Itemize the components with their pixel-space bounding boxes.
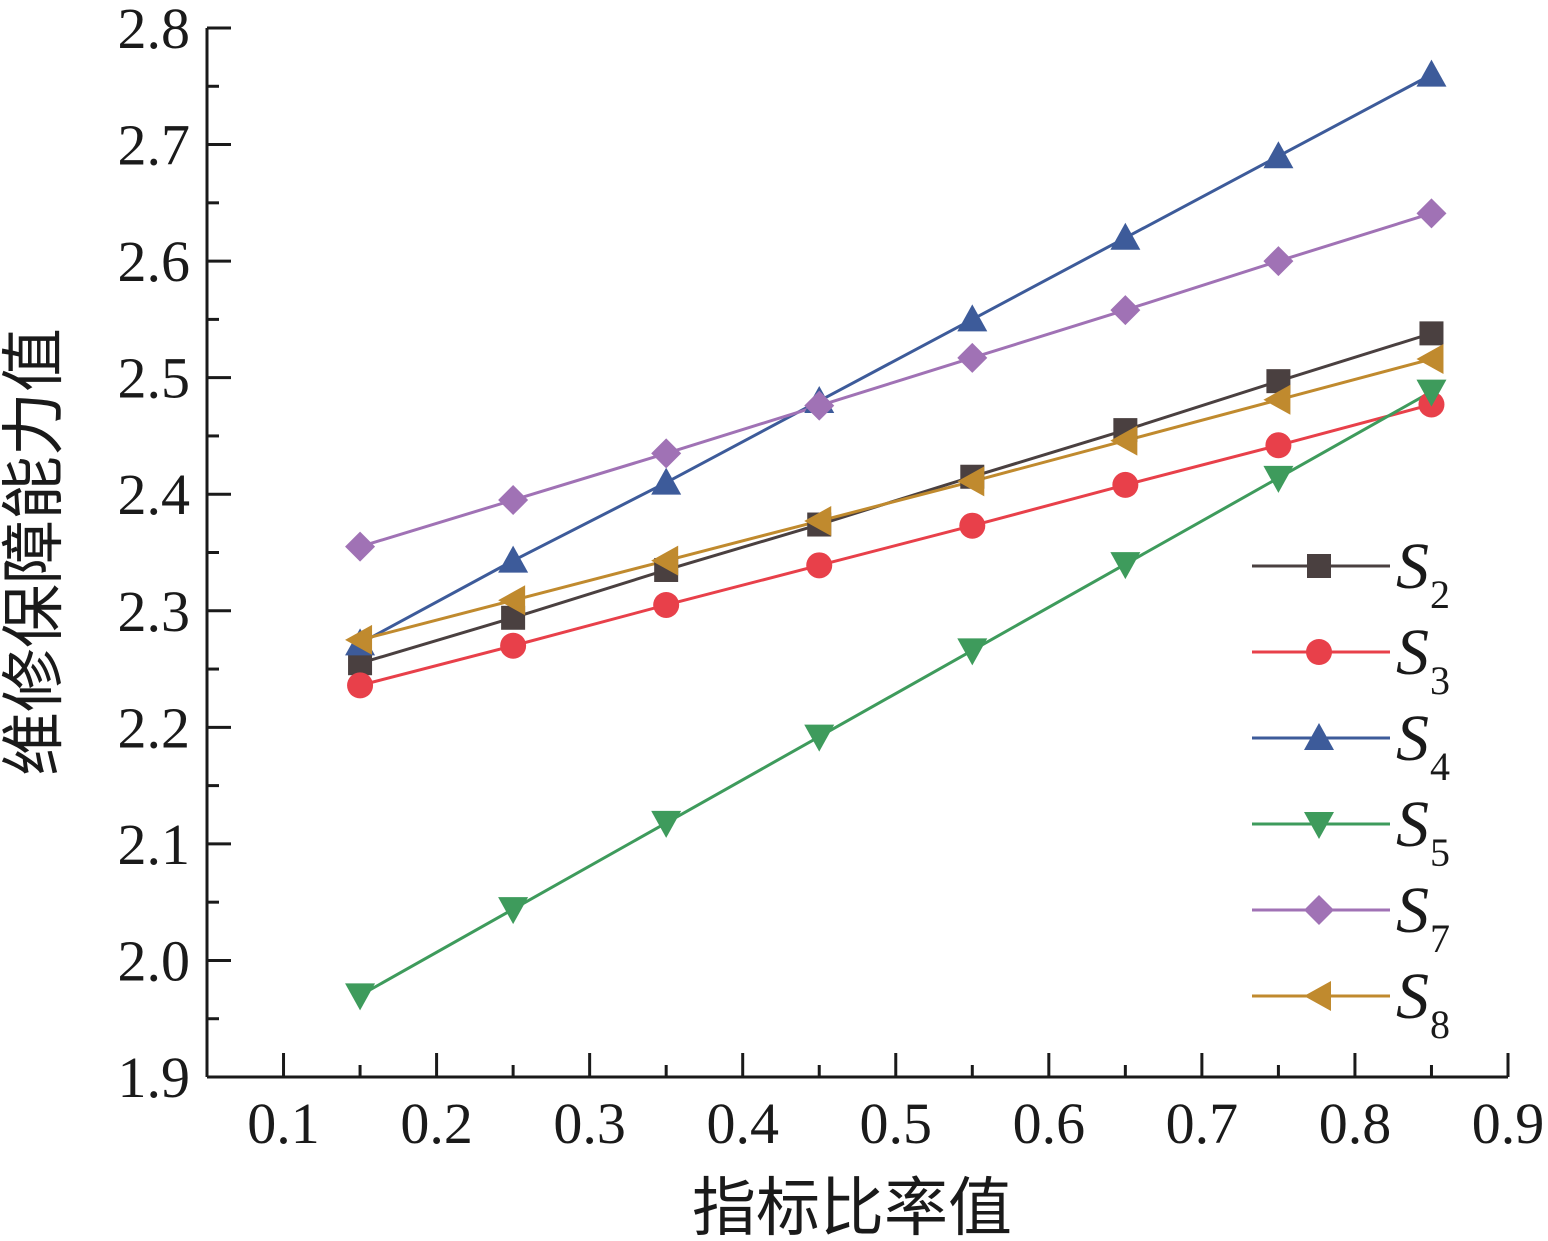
legend-marker-S2 (1307, 554, 1331, 578)
legend-subscript-S7: 7 (1430, 916, 1450, 961)
data-point-S4 (1263, 141, 1294, 169)
series-line-S3 (359, 403, 1432, 687)
data-point-S8 (498, 585, 526, 616)
data-point-S3 (1112, 471, 1139, 498)
data-point-S8 (804, 506, 832, 537)
legend-marker-S3 (1306, 639, 1332, 665)
data-point-S7 (957, 342, 988, 373)
data-point-S4 (1416, 59, 1447, 87)
data-point-S3 (347, 672, 374, 699)
series-lines (359, 73, 1433, 997)
data-point-S3 (500, 632, 527, 659)
y-axis-label: 维修保障能力值 (0, 328, 70, 776)
data-point-S8 (345, 624, 373, 655)
data-point-S5 (804, 724, 835, 752)
data-point-S8 (651, 545, 679, 576)
y-tick-label: 2.8 (118, 0, 191, 61)
data-point-S4 (1110, 222, 1141, 250)
data-point-S3 (1265, 432, 1292, 459)
data-point-S7 (651, 438, 682, 469)
data-point-S7 (498, 485, 529, 516)
y-tick-label: 1.9 (118, 1045, 191, 1110)
data-point-S5 (651, 810, 682, 838)
x-tick-label: 0.7 (1166, 1091, 1239, 1156)
legend-subscript-S3: 3 (1430, 658, 1450, 703)
data-point-S3 (653, 591, 680, 618)
data-point-S5 (1263, 465, 1294, 493)
data-point-S7 (804, 390, 835, 421)
legend-subscript-S8: 8 (1430, 1002, 1450, 1047)
y-tick-label: 2.6 (118, 229, 191, 294)
x-axis-label: 指标比率值 (692, 1173, 1012, 1241)
data-point-S5 (1416, 379, 1447, 407)
legend-label-S8: S (1396, 960, 1429, 1033)
data-point-S3 (959, 512, 986, 539)
legend-label-S2: S (1396, 530, 1429, 603)
y-tick-label: 2.3 (118, 579, 191, 644)
legend: S 2S 3S 4S 5S 7S 8 (1252, 530, 1450, 1047)
data-point-S4 (957, 304, 988, 332)
x-tick-label: 0.5 (860, 1091, 933, 1156)
legend-label-S4: S (1396, 702, 1429, 775)
y-tick-label: 2.4 (118, 462, 191, 527)
y-tick-label: 2.0 (118, 928, 191, 993)
x-tick-label: 0.6 (1013, 1091, 1086, 1156)
axes: 0.1 0.2 0.3 0.4 0.5 0.6 0.7 0.8 0.9 1.9 2.0 2.1 2.2 2… (118, 0, 1545, 1156)
data-point-S7 (345, 531, 376, 562)
data-point-S3 (806, 552, 833, 579)
data-point-S8 (1110, 425, 1138, 456)
series-line-S4 (359, 73, 1433, 645)
data-point-S5 (345, 983, 376, 1011)
series-line-S7 (359, 211, 1432, 549)
legend-marker-S5 (1304, 812, 1334, 839)
legend-marker-S4 (1304, 723, 1334, 750)
data-point-S5 (957, 638, 988, 666)
legend-label-S5: S (1396, 788, 1429, 861)
y-tick-label: 2.2 (118, 695, 191, 760)
series-markers (345, 59, 1447, 1011)
data-point-S7 (1110, 295, 1141, 326)
data-point-S8 (957, 466, 985, 497)
data-point-S5 (1110, 552, 1141, 580)
x-tick-label: 0.2 (400, 1091, 473, 1156)
legend-marker-S7 (1304, 895, 1334, 925)
series-line-S5 (359, 390, 1433, 997)
data-point-S7 (1416, 198, 1447, 229)
x-tick-label: 0.4 (706, 1091, 779, 1156)
y-tick-label: 2.1 (118, 812, 191, 877)
legend-subscript-S2: 2 (1430, 572, 1450, 617)
x-tick-label: 0.9 (1472, 1091, 1545, 1156)
legend-subscript-S5: 5 (1430, 830, 1450, 875)
series-line-S8 (359, 357, 1432, 642)
legend-label-S3: S (1396, 616, 1429, 689)
legend-marker-S8 (1304, 981, 1331, 1011)
data-point-S7 (1263, 246, 1294, 277)
data-point-S2 (1419, 321, 1444, 346)
y-tick-label: 2.7 (118, 113, 191, 178)
data-point-S4 (498, 545, 529, 573)
data-point-S4 (651, 467, 682, 495)
y-tick-label: 2.5 (118, 346, 191, 411)
data-point-S5 (498, 897, 529, 925)
legend-subscript-S4: 4 (1430, 744, 1450, 789)
data-point-S8 (1263, 384, 1291, 415)
x-tick-label: 0.3 (553, 1091, 626, 1156)
x-tick-label: 0.8 (1319, 1091, 1392, 1156)
data-point-S8 (1416, 344, 1444, 375)
x-tick-label: 0.1 (247, 1091, 320, 1156)
legend-label-S7: S (1396, 874, 1429, 947)
